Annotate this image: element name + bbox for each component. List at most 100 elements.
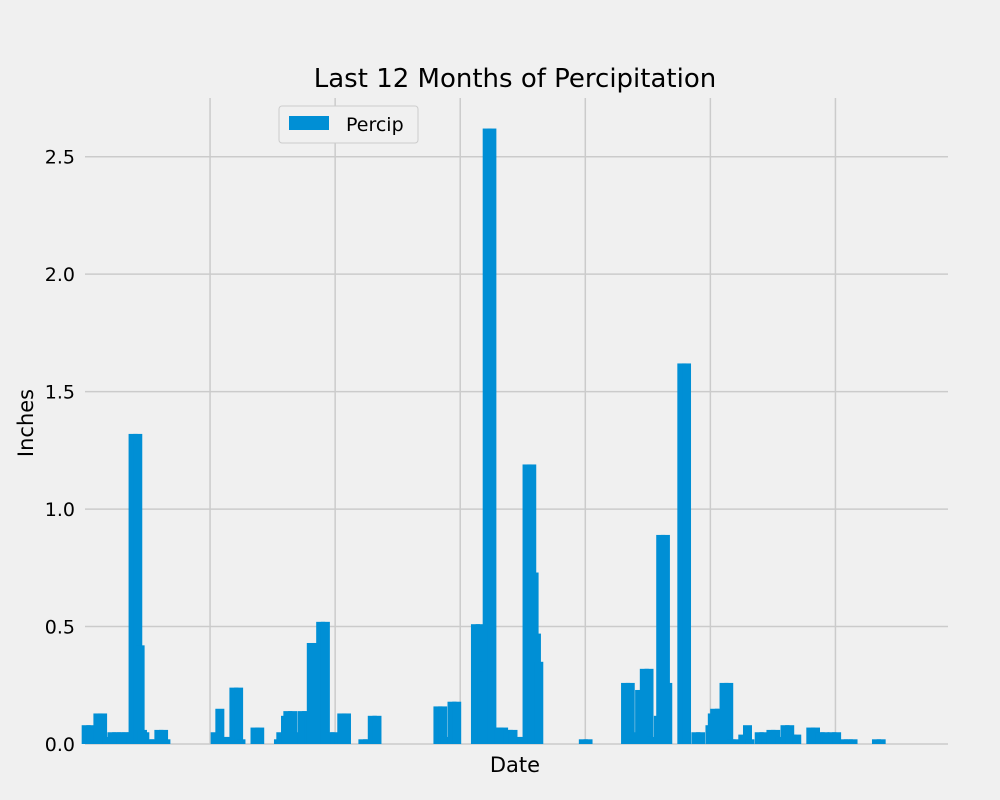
bar [696, 732, 706, 744]
bar [832, 732, 842, 744]
bar [433, 706, 443, 744]
bar [644, 668, 654, 744]
bar [811, 727, 821, 744]
bar [81, 725, 91, 744]
y-tick-label: 1.5 [45, 382, 75, 404]
bar [766, 729, 776, 744]
bar [822, 736, 832, 744]
bar [116, 732, 126, 744]
bar [224, 736, 234, 744]
bar [325, 732, 335, 744]
y-tick-label: 2.5 [45, 147, 75, 169]
bar [442, 739, 452, 744]
bar [621, 682, 631, 744]
bar [367, 715, 377, 744]
bar [447, 701, 457, 744]
bar [726, 739, 736, 744]
bar [625, 682, 635, 744]
bar [276, 732, 286, 744]
bar [135, 645, 145, 744]
bars-group [81, 128, 886, 744]
bar [363, 739, 373, 744]
bar [452, 701, 462, 744]
bar [738, 734, 748, 744]
bar [482, 128, 492, 744]
bar [112, 732, 122, 744]
bar [494, 727, 504, 744]
bar [288, 711, 298, 744]
bar [660, 534, 670, 744]
bar [628, 739, 638, 744]
bar [848, 739, 858, 744]
bar [815, 732, 825, 744]
bar [691, 732, 701, 744]
bar [250, 727, 260, 744]
bar [635, 689, 645, 744]
bar [292, 732, 302, 744]
bar [499, 727, 509, 744]
bar [677, 363, 687, 744]
bar [306, 642, 316, 744]
legend-label: Percip [346, 114, 404, 136]
bar [787, 734, 797, 744]
bar [876, 739, 886, 744]
bar [98, 713, 108, 744]
bar [719, 682, 729, 744]
bar [871, 739, 881, 744]
bar [161, 739, 171, 744]
bar [107, 732, 117, 744]
bar [780, 725, 790, 744]
bar [229, 687, 239, 744]
bar [477, 671, 487, 744]
legend: Percip [278, 105, 419, 144]
bar [210, 732, 220, 744]
bar [337, 713, 347, 744]
bar [792, 734, 802, 744]
bar [311, 642, 321, 744]
bar [144, 739, 154, 744]
bar [583, 739, 593, 744]
y-tick-label: 0.0 [45, 734, 75, 756]
bar [215, 708, 225, 744]
bar [470, 624, 480, 744]
y-tick-label: 0.5 [45, 617, 75, 639]
bar [508, 729, 518, 744]
bar [128, 433, 138, 744]
bar [682, 363, 692, 744]
bar [754, 732, 764, 744]
y-axis-label: Inches [14, 389, 38, 457]
grid-lines [85, 98, 948, 745]
bar [234, 687, 244, 744]
bar [149, 739, 159, 744]
bar [742, 725, 752, 744]
bar [372, 715, 382, 744]
bar [140, 732, 150, 744]
bar [775, 736, 785, 744]
bar [220, 736, 230, 744]
bar [745, 739, 755, 744]
bar [714, 708, 724, 744]
bar [843, 739, 853, 744]
bar [320, 621, 330, 744]
bar [771, 729, 781, 744]
bar [839, 739, 849, 744]
chart-title: Last 12 Months of Percipitation [314, 64, 716, 94]
bar [663, 682, 673, 744]
bar [283, 711, 293, 744]
y-tick-label: 2.0 [45, 264, 75, 286]
x-axis-label: Date [490, 753, 540, 777]
bar [133, 433, 143, 744]
bar [316, 621, 326, 744]
legend-swatch [289, 116, 329, 130]
bar [513, 736, 523, 744]
bar [646, 736, 656, 744]
bar [731, 739, 741, 744]
bar [102, 736, 112, 744]
y-tick-label: 1.0 [45, 499, 75, 521]
bar [710, 708, 720, 744]
bar [639, 668, 649, 744]
bar [806, 727, 816, 744]
bar [487, 128, 497, 744]
bar [522, 464, 532, 744]
